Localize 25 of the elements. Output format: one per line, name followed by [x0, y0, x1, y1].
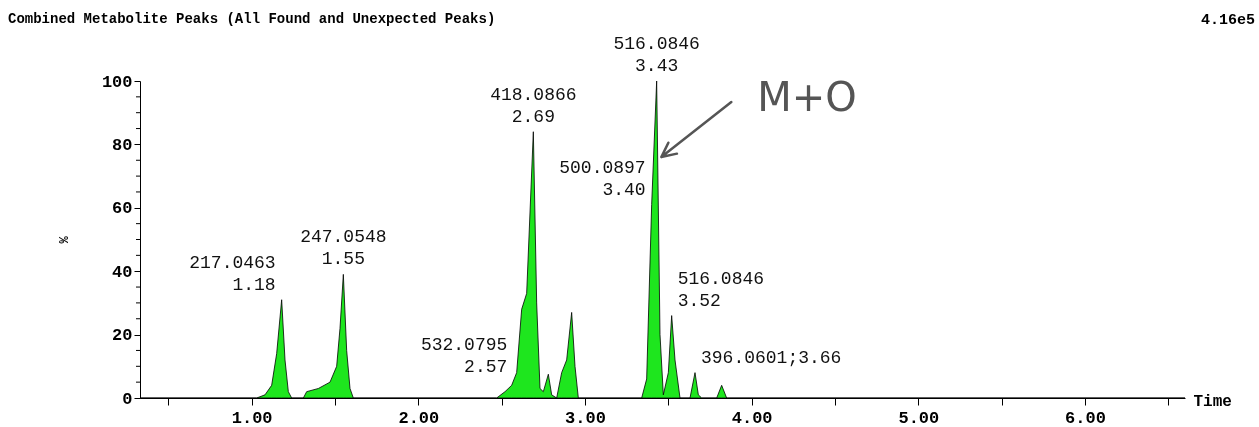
text: 4.16e5: [1200, 12, 1255, 29]
annotation: 532.0795 2.57: [420, 335, 508, 378]
y-tick-label: 80: [112, 135, 133, 155]
y-tick-label: 0: [122, 389, 133, 409]
annotation: 217.0463 1.18: [189, 252, 276, 295]
chart-title: Combined Metabolite Peaks (All Found and Unexpected Peaks): [8, 11, 496, 27]
y-tick-label: 60: [112, 199, 133, 219]
annotation: 418.0866 2.69: [490, 84, 577, 127]
x-tick-label: 2.00: [398, 408, 440, 427]
annotation: 396.0601;3.66: [701, 347, 842, 368]
annotation: 516.0846 3.43: [613, 34, 700, 76]
x-tick-label: 5.00: [898, 408, 940, 427]
x-tick-label: 6.00: [1065, 408, 1106, 427]
annotation: 516.0846 3.52: [677, 268, 765, 311]
annotation: 247.0548 1.55: [300, 227, 387, 270]
x-tick-label: 4.00: [731, 408, 773, 427]
annotation: M+O: [757, 74, 857, 121]
y-tick-label: 20: [112, 326, 133, 346]
x-axis-title: Time: [1193, 392, 1232, 411]
x-tick-label: 3.00: [565, 408, 606, 427]
y-axis-title: %: [57, 235, 72, 244]
x-tick-label: 1.00: [231, 408, 273, 427]
y-tick-label: 100: [101, 72, 133, 92]
annotation: 500.0897 3.40: [559, 157, 646, 200]
y-tick-label: 40: [112, 262, 133, 282]
